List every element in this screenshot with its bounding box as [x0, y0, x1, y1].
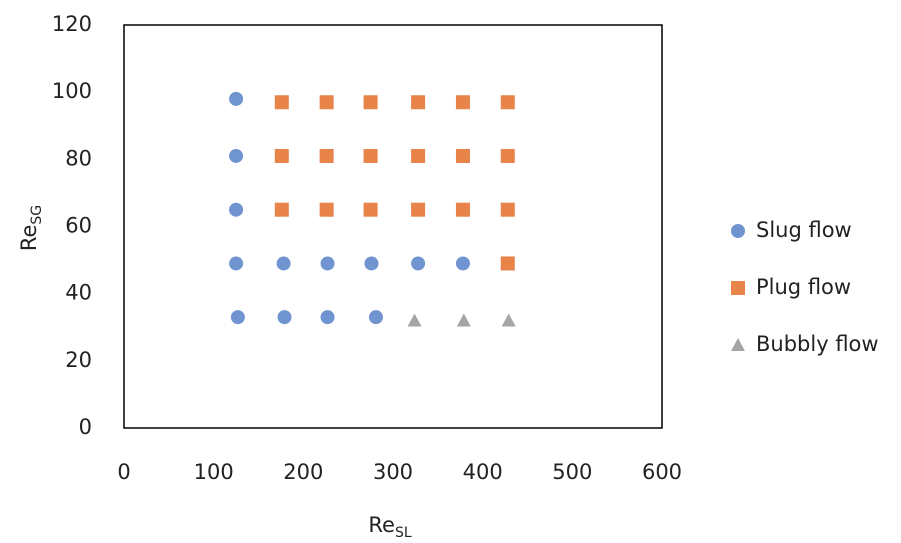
data-point [411, 202, 426, 217]
data-point [363, 202, 378, 217]
data-point [319, 148, 334, 163]
data-point [274, 202, 289, 217]
legend-marker [731, 338, 745, 351]
x-tick-label: 300 [373, 460, 413, 484]
data-point [411, 256, 426, 271]
data-point [456, 313, 471, 327]
x-label-sub: SL [395, 525, 412, 541]
x-label-main: Re [368, 513, 395, 537]
data-point [411, 95, 426, 110]
data-point [363, 148, 378, 163]
data-point [320, 256, 335, 271]
data-point [500, 148, 515, 163]
data-point [364, 256, 379, 271]
data-point [277, 310, 292, 325]
data-point [319, 95, 334, 110]
data-point [229, 148, 244, 163]
data-point [368, 310, 383, 325]
data-point [500, 256, 515, 271]
x-tick-label: 200 [283, 460, 323, 484]
data-point [501, 313, 516, 327]
x-tick-label: 0 [117, 460, 130, 484]
data-point [411, 148, 426, 163]
y-tick-label: 80 [65, 146, 92, 170]
data-point [274, 95, 289, 110]
data-point [319, 202, 334, 217]
legend-marker [731, 224, 745, 238]
legend-label: Bubbly flow [756, 332, 879, 356]
data-point [229, 202, 244, 217]
y-tick-label: 40 [65, 281, 92, 305]
y-label-sub: SG [29, 205, 45, 225]
plot-area [123, 24, 663, 429]
data-point [455, 202, 470, 217]
x-tick-label: 100 [194, 460, 234, 484]
data-point [455, 256, 470, 271]
data-point [229, 91, 244, 106]
data-point [320, 310, 335, 325]
y-label-main: Re [17, 225, 41, 252]
legend-marker [731, 281, 745, 295]
y-tick-label: 20 [65, 348, 92, 372]
x-tick-label: 500 [552, 460, 592, 484]
y-axis-label: ReSG [17, 205, 45, 251]
data-point [274, 148, 289, 163]
y-tick-label: 0 [79, 415, 92, 439]
legend-label: Plug flow [756, 275, 851, 299]
data-point [276, 256, 291, 271]
data-point [500, 95, 515, 110]
data-point [407, 313, 422, 327]
x-tick-label: 400 [463, 460, 503, 484]
data-point [455, 95, 470, 110]
x-axis-label: ReSL [368, 513, 411, 541]
data-point [363, 95, 378, 110]
y-tick-label: 100 [52, 79, 92, 103]
legend-label: Slug flow [756, 218, 852, 242]
data-point [230, 310, 245, 325]
y-tick-label: 120 [52, 12, 92, 36]
y-tick-label: 60 [65, 214, 92, 238]
data-point [500, 202, 515, 217]
x-tick-label: 600 [642, 460, 682, 484]
data-point [229, 256, 244, 271]
data-point [455, 148, 470, 163]
